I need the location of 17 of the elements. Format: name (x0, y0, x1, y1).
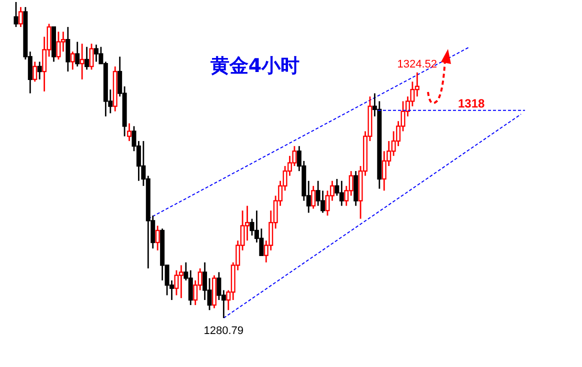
candlestick (84, 46, 90, 70)
candlestick (89, 43, 94, 70)
candlestick (80, 43, 84, 80)
candlestick (127, 122, 132, 142)
candlestick (14, 1, 18, 28)
candlestick (311, 185, 316, 210)
candlestick (37, 61, 42, 80)
candlestick (155, 225, 160, 252)
annotation: 1318 (458, 96, 486, 110)
candlestick (75, 41, 80, 68)
candlestick (70, 50, 75, 70)
candlestick (32, 61, 38, 82)
candlestick (18, 6, 23, 28)
candlestick (66, 26, 70, 72)
annotation: 1280.79 (204, 325, 244, 337)
text: 黄金4小时 (209, 55, 300, 77)
annotation: 1324.52 (397, 58, 438, 70)
